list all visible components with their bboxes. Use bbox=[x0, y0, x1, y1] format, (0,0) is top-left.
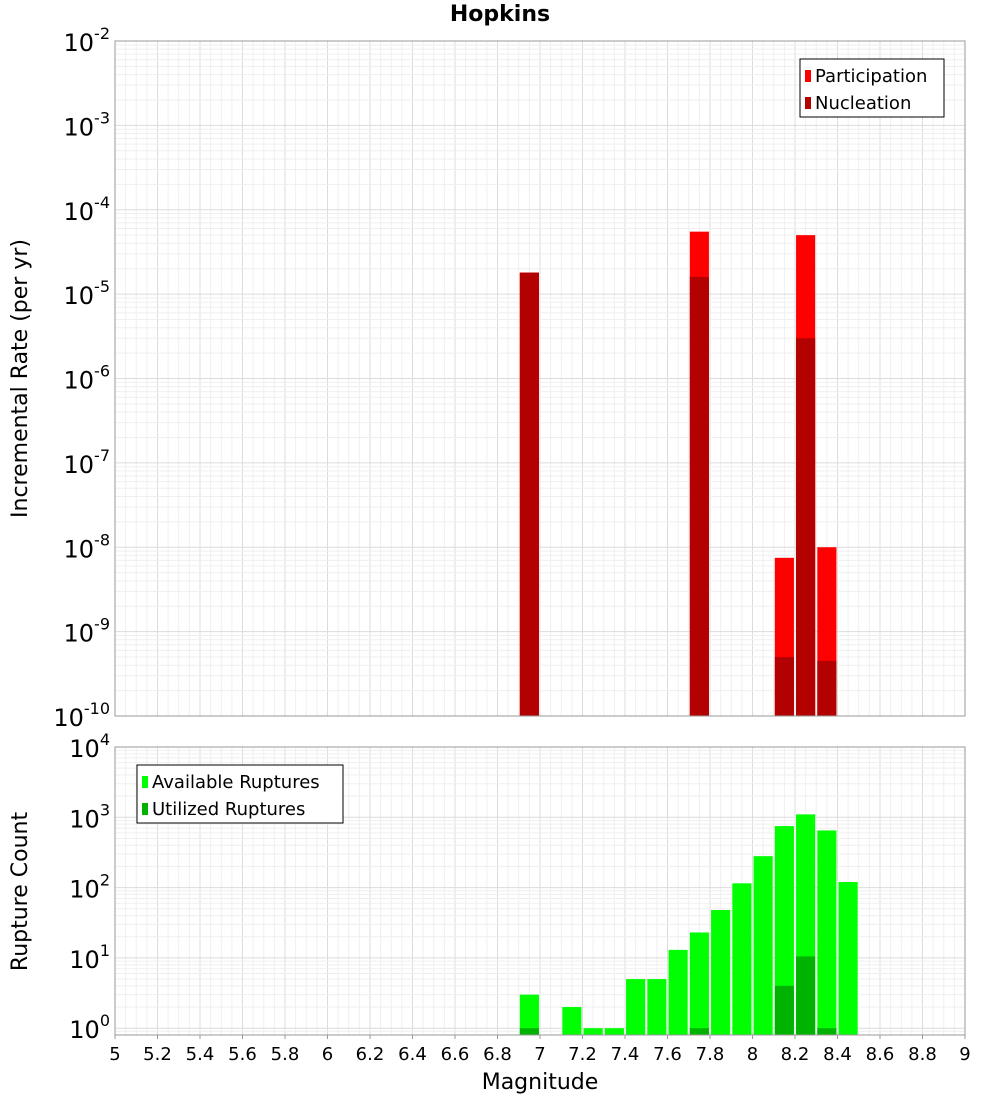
x-tick-label: 5.6 bbox=[228, 1044, 257, 1065]
legend-label: Nucleation bbox=[815, 93, 911, 114]
x-tick-label: 8.6 bbox=[866, 1044, 895, 1065]
bar-available-ruptures bbox=[689, 932, 709, 1035]
legend-box bbox=[799, 58, 945, 118]
chart-title: Hopkins bbox=[449, 2, 551, 27]
bar-utilized-ruptures bbox=[689, 1028, 709, 1035]
bar-nucleation bbox=[817, 660, 837, 716]
x-tick-label: 7.6 bbox=[653, 1044, 682, 1065]
y-tick-label: 10-10 bbox=[53, 699, 110, 732]
y-tick-label: 104 bbox=[69, 730, 110, 763]
plot-area-rate: 10-10 10-9 10-8 10-7 10-6 10-5 10-4 10-3 10-2 Par… bbox=[53, 24, 966, 732]
y-tick-label: 10-4 bbox=[64, 193, 111, 226]
legend-swatch bbox=[142, 776, 148, 788]
bar-nucleation bbox=[519, 272, 539, 716]
bar-available-ruptures bbox=[519, 994, 539, 1035]
bar-available-ruptures bbox=[668, 949, 688, 1035]
bar-nucleation bbox=[689, 276, 709, 716]
x-tick-label: 7.2 bbox=[568, 1044, 597, 1065]
legend-box bbox=[136, 764, 344, 824]
bar-available-ruptures bbox=[626, 979, 646, 1035]
x-tick-label: 8.8 bbox=[908, 1044, 937, 1065]
y-tick-label: 10-6 bbox=[64, 362, 111, 395]
y-tick-label: 10-8 bbox=[64, 530, 111, 563]
bar-utilized-ruptures bbox=[817, 1028, 837, 1035]
y-tick-label: 10-5 bbox=[64, 277, 111, 310]
y-tick-label: 102 bbox=[69, 871, 110, 904]
x-tick-label: 8.4 bbox=[823, 1044, 852, 1065]
bar-available-ruptures bbox=[838, 882, 858, 1035]
legend-swatch bbox=[805, 70, 811, 82]
legend-swatch bbox=[805, 97, 811, 109]
x-tick-label: 5.4 bbox=[186, 1044, 215, 1065]
y-tick-label: 10-7 bbox=[64, 446, 111, 479]
legend-label: Available Ruptures bbox=[152, 772, 320, 793]
bar-available-ruptures bbox=[711, 910, 731, 1035]
plot-area-count: 100 101 102 103 104 5 5.2 5.4 5.6 5.8 6 6.2 6.4 6.6 6.… bbox=[69, 730, 970, 1065]
x-tick-label: 5.2 bbox=[143, 1044, 172, 1065]
bar-utilized-ruptures bbox=[774, 985, 794, 1035]
x-tick-label: 6.4 bbox=[398, 1044, 427, 1065]
bar-utilized-ruptures bbox=[796, 956, 816, 1035]
x-tick-label: 5 bbox=[109, 1044, 120, 1065]
y-tick-label: 100 bbox=[69, 1011, 110, 1044]
y-tick-label: 101 bbox=[69, 941, 110, 974]
plot-border bbox=[114, 40, 966, 717]
y-tick-label: 10-2 bbox=[64, 24, 111, 57]
bar-available-ruptures bbox=[817, 830, 837, 1035]
y-tick-label: 103 bbox=[69, 800, 110, 833]
bar-available-ruptures bbox=[753, 856, 773, 1035]
bar-available-ruptures bbox=[604, 1028, 624, 1035]
x-tick-label: 6.8 bbox=[483, 1044, 512, 1065]
legend-swatch bbox=[142, 803, 148, 815]
x-tick-label: 8.2 bbox=[781, 1044, 810, 1065]
x-tick-label: 7 bbox=[534, 1044, 545, 1065]
x-tick-label: 6.6 bbox=[441, 1044, 470, 1065]
x-tick-label: 6.2 bbox=[356, 1044, 385, 1065]
x-tick-label: 6 bbox=[322, 1044, 333, 1065]
legend-label: Utilized Ruptures bbox=[152, 799, 305, 820]
bar-utilized-ruptures bbox=[519, 1028, 539, 1035]
x-tick-label: 5.8 bbox=[271, 1044, 300, 1065]
x-tick-label: 7.4 bbox=[611, 1044, 640, 1065]
bar-nucleation bbox=[774, 657, 794, 716]
y-tick-label: 10-9 bbox=[64, 615, 111, 648]
x-tick-label: 8 bbox=[747, 1044, 758, 1065]
legend: Participation Nucleation bbox=[799, 58, 945, 118]
bar-nucleation bbox=[796, 338, 816, 716]
x-tick-label: 7.8 bbox=[696, 1044, 725, 1065]
y-tick-label: 10-3 bbox=[64, 108, 111, 141]
legend-label: Participation bbox=[815, 66, 927, 87]
bar-available-ruptures bbox=[562, 1007, 582, 1035]
x-tick-label: 9 bbox=[959, 1044, 970, 1065]
bar-available-ruptures bbox=[647, 979, 667, 1035]
bar-available-ruptures bbox=[774, 826, 794, 1035]
bar-available-ruptures bbox=[583, 1028, 603, 1035]
legend: Available Ruptures Utilized Ruptures bbox=[136, 764, 344, 824]
bar-available-ruptures bbox=[732, 883, 752, 1035]
x-axis-label: Magnitude bbox=[481, 1070, 599, 1095]
